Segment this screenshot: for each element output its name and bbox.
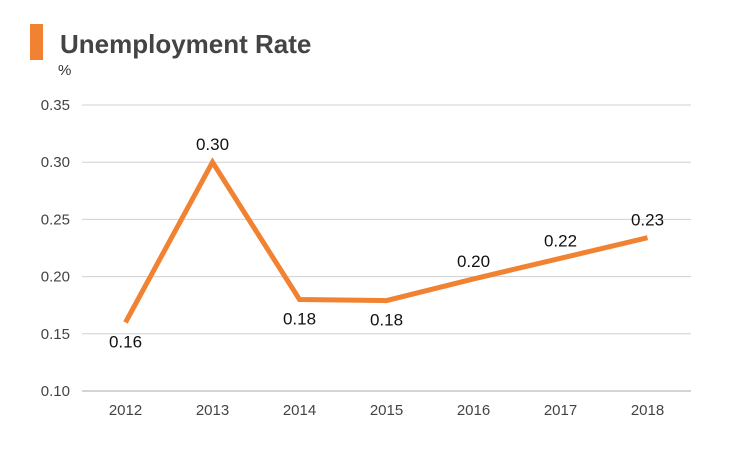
y-tick-label: 0.25 — [41, 211, 70, 228]
x-tick-label: 2014 — [283, 402, 316, 419]
data-label: 0.22 — [544, 231, 577, 250]
data-label: 0.30 — [196, 135, 229, 154]
x-tick-label: 2016 — [457, 402, 490, 419]
x-tick-label: 2017 — [544, 402, 577, 419]
data-label: 0.16 — [109, 332, 142, 351]
y-tick-label: 0.35 — [41, 97, 70, 114]
y-tick-label: 0.30 — [41, 154, 70, 171]
y-tick-label: 0.10 — [41, 383, 70, 400]
gridlines — [82, 104, 691, 392]
y-axis-tick-labels: 0.10 0.15 0.20 0.25 0.30 0.35 — [41, 97, 70, 400]
data-label: 0.20 — [457, 252, 490, 271]
series-line — [123, 157, 649, 324]
x-tick-label: 2012 — [109, 402, 142, 419]
data-labels: 0.16 0.30 0.18 0.18 0.20 0.22 0.23 — [109, 135, 664, 351]
x-tick-label: 2015 — [370, 402, 403, 419]
title-accent-bar — [30, 24, 43, 60]
y-tick-label: 0.20 — [41, 269, 70, 286]
x-tick-label: 2018 — [631, 402, 664, 419]
x-axis-tick-labels: 2012 2013 2014 2015 2016 2017 2018 — [109, 402, 664, 419]
chart-title: Unemployment Rate — [60, 29, 312, 59]
y-tick-label: 0.15 — [41, 326, 70, 343]
x-tick-label: 2013 — [196, 402, 229, 419]
data-label: 0.23 — [631, 211, 664, 230]
y-axis-unit: % — [58, 62, 72, 79]
data-label: 0.18 — [283, 309, 316, 328]
data-label: 0.18 — [370, 311, 403, 330]
